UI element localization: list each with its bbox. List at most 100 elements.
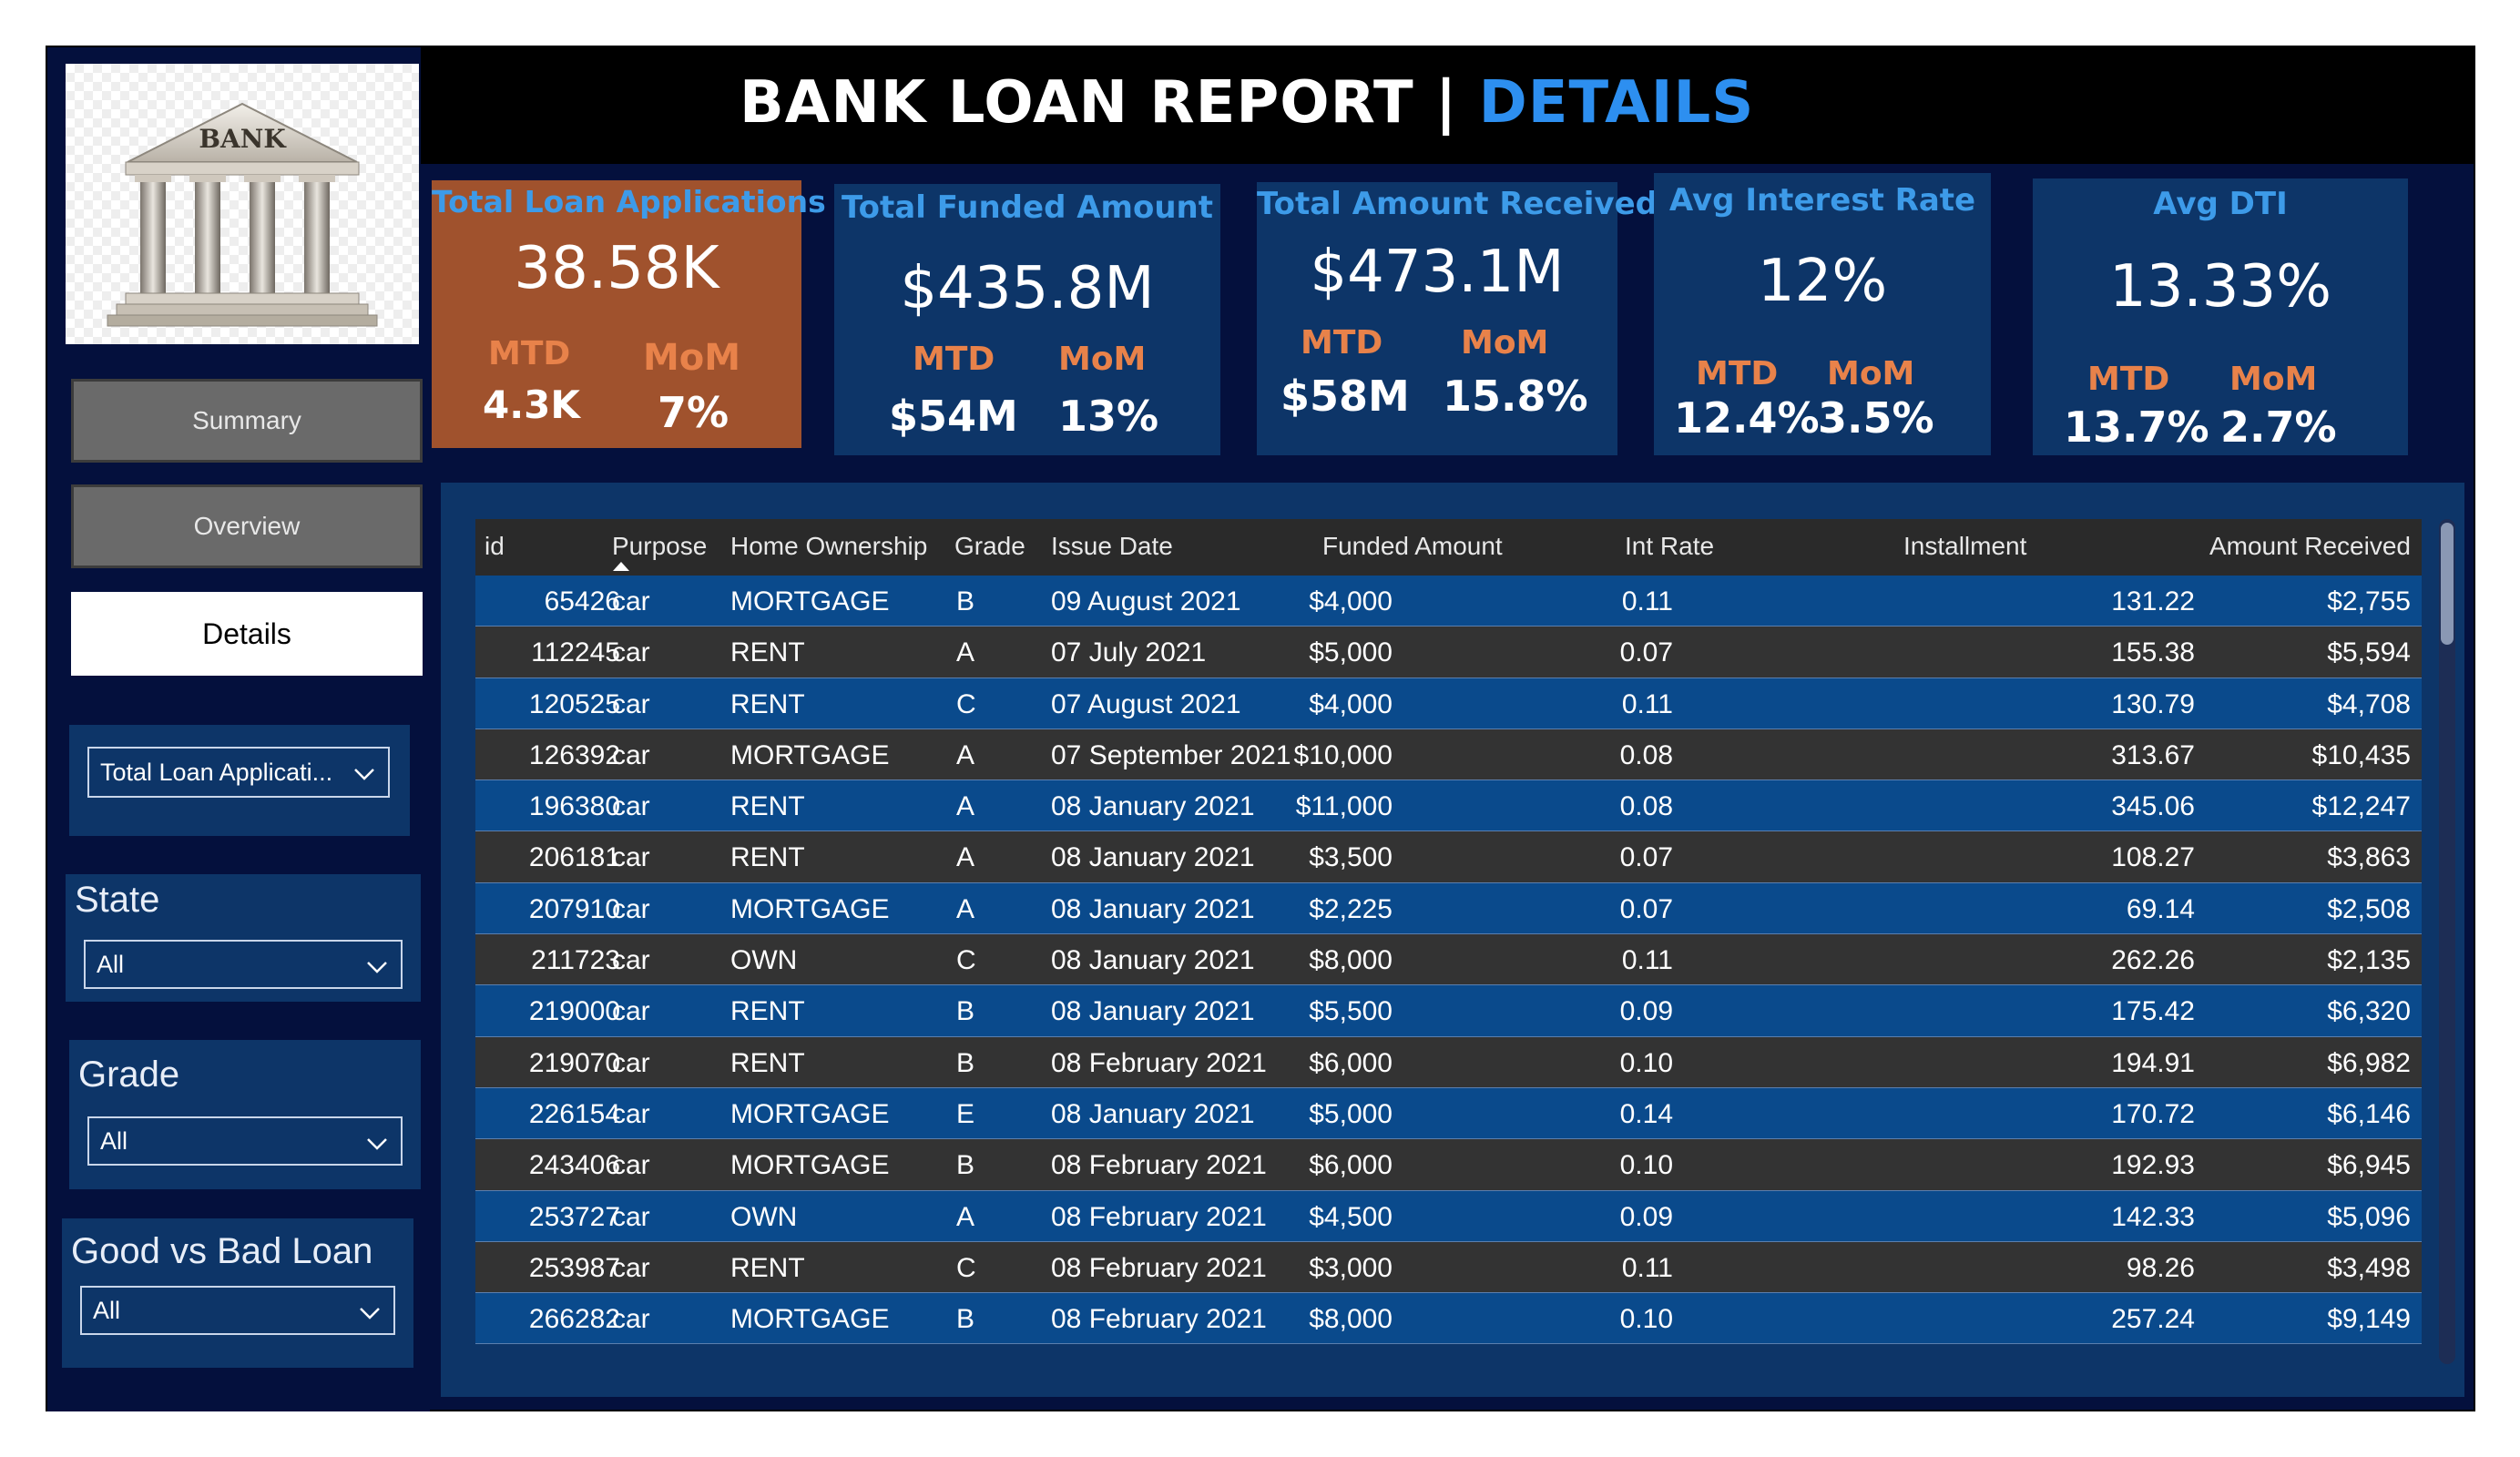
cell-purpose: car (612, 1252, 650, 1283)
grade-slicer: Grade All (69, 1040, 421, 1189)
table-scrollbar-thumb[interactable] (2441, 523, 2454, 645)
table-row[interactable]: 266282 car MORTGAGE B 08 February 2021 $8,000… (475, 1293, 2422, 1345)
good-bad-loan-slicer: Good vs Bad Loan All (62, 1218, 413, 1368)
cell-issue-date: 08 February 2021 (1051, 1047, 1267, 1078)
table-row[interactable]: 211723 car OWN C 08 January 2021 $8,000 0.11 26… (475, 934, 2422, 986)
table-row[interactable]: 206181 car RENT A 08 January 2021 $3,500 0.07 1… (475, 831, 2422, 883)
cell-issue-date: 08 January 2021 (1051, 791, 1255, 822)
cell-int-rate: 0.09 (1619, 996, 1673, 1027)
cell-id: 253987 (528, 1252, 620, 1283)
cell-amount-received: $2,508 (2327, 893, 2411, 924)
cell-id: 112245 (531, 637, 620, 668)
table-row[interactable]: 126392 car MORTGAGE A 07 September 2021 $10,0… (475, 728, 2422, 781)
cell-amount-received: $12,247 (2311, 791, 2411, 822)
cell-issue-date: 08 January 2021 (1051, 996, 1255, 1027)
good-bad-loan-dropdown[interactable]: All (80, 1286, 395, 1335)
column-header-installment[interactable]: Installment (1903, 532, 2027, 560)
cell-installment: 130.79 (2111, 688, 2195, 719)
details-table-panel: id Purpose Home Ownership Grade Issue Da… (441, 483, 2464, 1397)
cell-purpose: car (612, 739, 650, 770)
cell-purpose: car (612, 1201, 650, 1232)
cell-funded-amount: $6,000 (1309, 1047, 1393, 1078)
kpi-mom-label: MoM (1461, 324, 1549, 362)
cell-home-ownership: RENT (730, 1047, 805, 1078)
kpi-card-total-funded-amount: Total Funded Amount $435.8M MTD MoM $54M… (834, 184, 1220, 455)
cell-id: 207910 (528, 893, 620, 924)
cell-int-rate: 0.14 (1619, 1098, 1673, 1129)
kpi-mtd-label: MTD (1301, 324, 1383, 362)
cell-id: 266282 (528, 1304, 620, 1335)
cell-id: 120525 (528, 688, 620, 719)
column-header-int-rate[interactable]: Int Rate (1625, 532, 1715, 560)
column-header-amount-received[interactable]: Amount Received (2209, 532, 2411, 560)
kpi-mtd-value: 13.7% (2064, 402, 2209, 452)
column-header-issue-date[interactable]: Issue Date (1051, 532, 1173, 560)
kpi-mom-value: 3.5% (1818, 393, 1934, 443)
page-title-main: BANK LOAN REPORT | (740, 69, 1479, 137)
cell-id: 211723 (531, 945, 620, 976)
cell-purpose: car (612, 842, 650, 873)
cell-purpose: car (612, 586, 650, 616)
kpi-mtd-value: 4.3K (483, 382, 580, 427)
table-row[interactable]: 120525 car RENT C 07 August 2021 $4,000 0.11 13… (475, 678, 2422, 729)
table-row[interactable]: 219000 car RENT B 08 January 2021 $5,500 0.09 1… (475, 985, 2422, 1037)
good-bad-loan-dropdown-value: All (93, 1296, 121, 1324)
column-header-purpose[interactable]: Purpose (612, 532, 708, 560)
cell-grade: A (956, 739, 975, 770)
cell-funded-amount: $2,225 (1309, 893, 1393, 924)
kpi-mom-label: MoM (643, 337, 741, 379)
column-header-grade[interactable]: Grade (954, 532, 1025, 560)
cell-amount-received: $2,135 (2327, 945, 2411, 976)
cell-grade: C (956, 1252, 976, 1283)
column-header-home-ownership[interactable]: Home Ownership (730, 532, 928, 560)
cell-funded-amount: $6,000 (1309, 1150, 1393, 1181)
column-header-funded-amount[interactable]: Funded Amount (1322, 532, 1503, 560)
cell-installment: 257.24 (2111, 1304, 2195, 1335)
kpi-mom-label: MoM (1827, 355, 1915, 392)
cell-issue-date: 08 January 2021 (1051, 1098, 1255, 1129)
nav-details-button[interactable]: Details (71, 592, 423, 676)
cell-id: 219000 (528, 996, 620, 1027)
cell-amount-received: $6,146 (2327, 1098, 2411, 1129)
nav-summary-button[interactable]: Summary (71, 379, 423, 463)
table-row[interactable]: 226154 car MORTGAGE E 08 January 2021 $5,000 0… (475, 1087, 2422, 1140)
nav-overview-button[interactable]: Overview (71, 484, 423, 568)
cell-home-ownership: MORTGAGE (730, 1150, 890, 1181)
report-canvas: BANK Summary Overview Details Total Loan… (46, 46, 2475, 1411)
cell-installment: 142.33 (2111, 1201, 2195, 1232)
table-row[interactable]: 243406 car MORTGAGE B 08 February 2021 $6,000… (475, 1139, 2422, 1191)
cell-funded-amount: $5,000 (1309, 637, 1393, 668)
state-slicer-title: State (75, 880, 160, 920)
details-table: id Purpose Home Ownership Grade Issue Da… (475, 519, 2422, 1345)
good-bad-loan-slicer-title: Good vs Bad Loan (71, 1231, 373, 1271)
column-header-id[interactable]: id (485, 532, 505, 560)
cell-grade: B (956, 1150, 975, 1181)
grade-dropdown[interactable]: All (87, 1116, 403, 1166)
table-scrollbar[interactable] (2439, 519, 2455, 1364)
kpi-mom-value: 2.7% (2220, 402, 2337, 452)
cell-funded-amount: $5,000 (1309, 1098, 1393, 1129)
table-row[interactable]: 253727 car OWN A 08 February 2021 $4,500 0.09 1… (475, 1190, 2422, 1242)
cell-installment: 262.26 (2111, 945, 2195, 976)
measure-dropdown[interactable]: Total Loan Applicati... (87, 747, 390, 798)
table-row[interactable]: 207910 car MORTGAGE A 08 January 2021 $2,225 0… (475, 882, 2422, 935)
sort-ascending-icon (613, 562, 629, 571)
cell-amount-received: $6,320 (2327, 996, 2411, 1027)
table-row[interactable]: 253987 car RENT C 08 February 2021 $3,000 0.11… (475, 1241, 2422, 1294)
table-row[interactable]: 112245 car RENT A 07 July 2021 $5,000 0.07 155.… (475, 627, 2422, 678)
cell-funded-amount: $8,000 (1309, 945, 1393, 976)
cell-purpose: car (612, 637, 650, 668)
state-dropdown[interactable]: All (84, 940, 403, 989)
cell-int-rate: 0.10 (1619, 1150, 1673, 1181)
cell-int-rate: 0.11 (1621, 586, 1673, 616)
cell-amount-received: $9,149 (2327, 1304, 2411, 1335)
table-row[interactable]: 65426 car MORTGAGE B 09 August 2021 $4,000 0.1… (475, 576, 2422, 627)
kpi-title: Total Amount Received (1257, 186, 1658, 222)
cell-home-ownership: RENT (730, 842, 805, 873)
cell-funded-amount: $5,500 (1309, 996, 1393, 1027)
cell-issue-date: 08 February 2021 (1051, 1201, 1267, 1232)
cell-grade: E (956, 1098, 975, 1129)
table-row[interactable]: 196380 car RENT A 08 January 2021 $11,000 0.08… (475, 780, 2422, 832)
cell-home-ownership: RENT (730, 688, 805, 719)
table-row[interactable]: 219070 car RENT B 08 February 2021 $6,000 0.10… (475, 1036, 2422, 1088)
